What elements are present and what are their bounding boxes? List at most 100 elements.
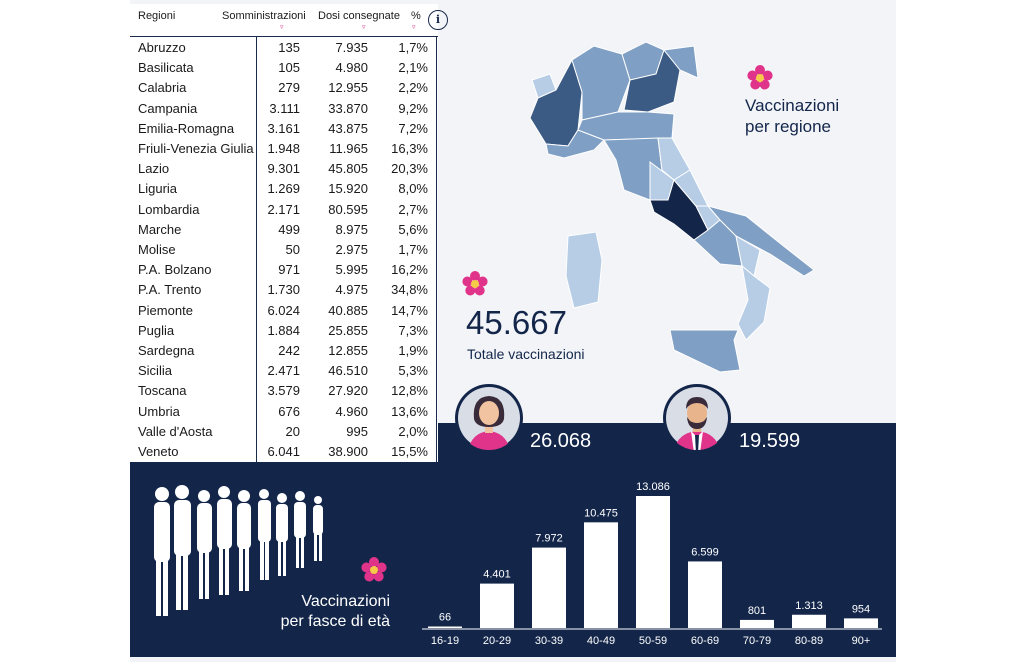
percent-value: 2,7% (398, 201, 428, 217)
bar-60-69 (688, 561, 722, 628)
region-name: Sicilia (138, 363, 172, 379)
total-label: Totale vaccinazioni (467, 346, 585, 362)
region-calabria[interactable] (737, 264, 771, 341)
table-row: Valle d'Aosta 20 995 2,0% (130, 422, 438, 442)
somministrazioni-value: 676 (278, 403, 300, 419)
age-tick-label: 40-49 (587, 635, 615, 647)
info-icon[interactable]: i (428, 10, 448, 30)
age-tick-label: 70-79 (743, 635, 771, 647)
bar-value-label: 66 (439, 612, 451, 624)
col-somministrazioni[interactable]: Somministrazioni (222, 10, 306, 22)
dosi-value: 43.875 (328, 120, 368, 136)
table-row: Umbria 676 4.960 13,6% (130, 402, 438, 422)
table-row: Calabria 279 12.955 2,2% (130, 78, 438, 98)
dosi-value: 2.975 (335, 242, 368, 257)
col-regioni[interactable]: Regioni (138, 10, 176, 22)
dosi-value: 5.995 (335, 262, 368, 278)
somministrazioni-value: 6.024 (267, 302, 300, 318)
dosi-value: 8.975 (335, 221, 368, 237)
somministrazioni-value: 20 (285, 423, 300, 439)
table-row: Lazio 9.301 45.805 20,3% (130, 159, 438, 179)
dosi-value: 995 (346, 423, 368, 439)
region-sicilia[interactable] (669, 329, 741, 373)
region-piemonte[interactable] (529, 58, 583, 147)
somministrazioni-value: 1.269 (267, 181, 300, 197)
sort-somministrazioni-icon[interactable]: ▿ (280, 24, 284, 31)
bar-70-79 (740, 619, 774, 628)
percent-value: 20,3% (391, 161, 428, 177)
region-emilia-romagna[interactable] (577, 111, 675, 141)
bar-value-label: 6.599 (691, 546, 719, 558)
sort-dosi-icon[interactable]: ▿ (362, 24, 366, 31)
table-header: Regioni Somministrazioni ▿ Dosi consegna… (130, 4, 438, 37)
region-name: Sardegna (138, 343, 195, 358)
col-percent[interactable]: % (411, 10, 421, 22)
region-name: Emilia-Romagna (138, 120, 235, 136)
percent-value: 15,5% (391, 444, 428, 459)
table-row: Liguria 1.269 15.920 8,0% (130, 179, 438, 199)
age-title-line2: per fasce di età (280, 613, 390, 630)
percent-value: 16,3% (391, 141, 428, 156)
somministrazioni-value: 279 (278, 80, 300, 96)
dosi-value: 80.595 (328, 201, 368, 217)
region-name: Puglia (138, 322, 175, 338)
percent-value: 5,3% (398, 363, 428, 379)
bar-20-29 (480, 583, 514, 628)
table-row: Friuli-Venezia Giulia 1.948 11.965 16,3% (130, 139, 438, 159)
male-count: 19.599 (739, 430, 801, 452)
somministrazioni-value: 6.041 (267, 444, 300, 459)
percent-value: 1,7% (398, 242, 428, 257)
somministrazioni-value: 1.948 (267, 141, 300, 156)
region-name: Piemonte (138, 302, 193, 318)
bar-40-49 (584, 522, 618, 628)
region-sardegna[interactable] (565, 231, 603, 309)
dosi-value: 4.975 (335, 282, 368, 298)
region-liguria[interactable] (545, 129, 605, 159)
table-row: Molise 50 2.975 1,7% (130, 240, 438, 260)
dosi-value: 4.980 (335, 60, 368, 76)
percent-value: 1,7% (398, 40, 428, 55)
region-name: Umbria (138, 403, 180, 419)
somministrazioni-value: 1.730 (267, 282, 300, 298)
col-dosi-consegnate[interactable]: Dosi consegnate (318, 10, 400, 22)
table-row: Campania 3.111 33.870 9,2% (130, 99, 438, 119)
crowd-illustration (154, 485, 323, 616)
somministrazioni-value: 3.579 (267, 383, 300, 399)
table-row: Marche 499 8.975 5,6% (130, 220, 438, 240)
dosi-value: 4.960 (335, 403, 368, 419)
bar-value-label: 1.313 (795, 600, 823, 612)
sort-percent-icon[interactable]: ▿ (412, 24, 416, 31)
percent-value: 5,6% (398, 221, 428, 237)
percent-value: 1,9% (398, 343, 428, 358)
table-row: Veneto 6.041 38.900 15,5% (130, 442, 438, 462)
flower-icon (747, 65, 773, 90)
total-value: 45.667 (466, 304, 567, 341)
table-row: Sardegna 242 12.855 1,9% (130, 341, 438, 361)
age-tick-label: 60-69 (691, 635, 719, 647)
italy-map (529, 41, 815, 373)
somministrazioni-value: 2.471 (267, 363, 300, 379)
region-friuli[interactable] (663, 45, 699, 79)
dosi-value: 15.920 (328, 181, 368, 197)
age-tick-label: 30-39 (535, 635, 563, 647)
age-tick-label: 90+ (852, 635, 871, 647)
region-lombardia[interactable] (571, 45, 631, 121)
dosi-value: 11.965 (329, 141, 368, 156)
percent-value: 7,2% (398, 120, 428, 136)
table-row: Piemonte 6.024 40.885 14,7% (130, 301, 438, 321)
female-avatar (455, 384, 523, 452)
percent-value: 2,1% (398, 60, 428, 76)
region-name: Toscana (138, 383, 187, 399)
age-tick-label: 16-19 (431, 635, 459, 647)
region-puglia[interactable] (706, 205, 815, 277)
age-title: Vaccinazioni per fasce di età (274, 592, 390, 632)
percent-value: 7,3% (398, 322, 428, 338)
region-name: P.A. Trento (138, 282, 202, 298)
percent-value: 16,2% (391, 262, 428, 278)
dosi-value: 12.955 (328, 80, 368, 96)
bar-50-59 (636, 496, 670, 628)
male-avatar (663, 384, 731, 452)
dosi-value: 7.935 (335, 40, 368, 55)
table-row: Lombardia 2.171 80.595 2,7% (130, 200, 438, 220)
region-veneto[interactable] (623, 48, 681, 113)
